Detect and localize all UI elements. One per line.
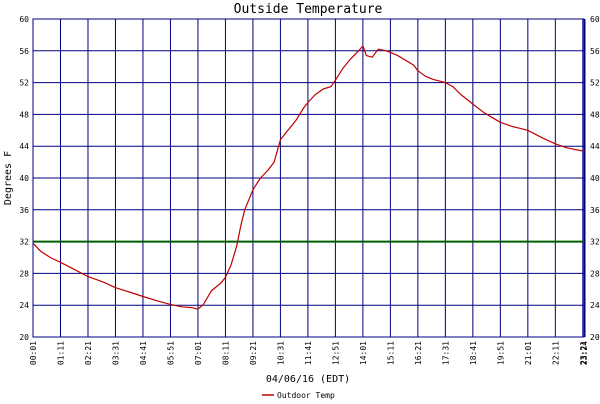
x-tick-label: 00:01 (29, 341, 38, 365)
y-tick-label-left: 20 (19, 333, 29, 342)
y-tick-label-left: 36 (19, 206, 29, 215)
y-tick-label-left: 24 (19, 301, 29, 310)
series-line (32, 45, 584, 310)
x-tick-label: 14:01 (359, 341, 368, 365)
x-tick-label: 09:21 (249, 341, 258, 365)
y-tick-label-left: 60 (19, 15, 29, 24)
x-tick-label: 23:21 (579, 341, 588, 365)
x-tick-label: 05:51 (166, 341, 175, 365)
x-tick-label: 22:11 (551, 341, 560, 365)
legend: Outdoor Temp (262, 391, 335, 400)
x-tick-label: 16:21 (414, 341, 423, 365)
y-tick-label-left: 40 (19, 174, 29, 183)
tick-layer: 20 20 24 24 28 28 32 32 36 36 40 40 44 44 48 48 52 52 56 56… (19, 15, 599, 365)
y-tick-label-left: 52 (19, 79, 29, 88)
x-tick-label: 02:21 (84, 341, 93, 365)
y-tick-label-right: 40 (590, 174, 600, 183)
x-tick-label: 23:24 (580, 341, 589, 365)
y-axis-label: Degrees F (3, 151, 14, 205)
x-tick-label: 17:31 (441, 341, 450, 365)
x-tick-label: 15:11 (386, 341, 395, 365)
y-tick-label-right: 36 (590, 206, 600, 215)
y-tick-label-right: 20 (590, 333, 600, 342)
x-tick-label: 11:41 (304, 341, 313, 365)
y-tick-label-right: 32 (590, 238, 600, 247)
y-tick-label-right: 60 (590, 15, 600, 24)
y-tick-label-right: 52 (590, 79, 600, 88)
y-tick-label-right: 48 (590, 110, 600, 119)
x-tick-label: 19:51 (496, 341, 505, 365)
y-tick-label-right: 56 (590, 47, 600, 56)
x-axis-label: 04/06/16 (EDT) (266, 374, 350, 385)
y-tick-label-left: 44 (19, 142, 29, 151)
plot-border (32, 18, 585, 338)
x-tick-label: 18:41 (469, 341, 478, 365)
y-tick-label-left: 48 (19, 110, 29, 119)
x-tick-label: 12:51 (331, 341, 340, 365)
x-tick-label: 21:01 (524, 341, 533, 365)
y-tick-label-left: 28 (19, 269, 29, 278)
x-tick-label: 03:31 (111, 341, 120, 365)
y-tick-label-right: 44 (590, 142, 600, 151)
x-tick-label: 07:01 (194, 341, 203, 365)
chart-title: Outside Temperature (234, 2, 383, 17)
x-tick-label: 01:11 (56, 341, 65, 365)
series-layer (32, 45, 584, 310)
x-tick-label: 04:41 (139, 341, 148, 365)
y-tick-label-right: 24 (590, 301, 600, 310)
grid-layer (32, 18, 586, 338)
x-tick-label: 08:11 (221, 341, 230, 365)
x-tick-label: 10:31 (276, 341, 285, 365)
legend-label: Outdoor Temp (277, 391, 335, 400)
y-tick-label-right: 28 (590, 269, 600, 278)
y-tick-label-left: 32 (19, 238, 29, 247)
y-tick-label-left: 56 (19, 47, 29, 56)
